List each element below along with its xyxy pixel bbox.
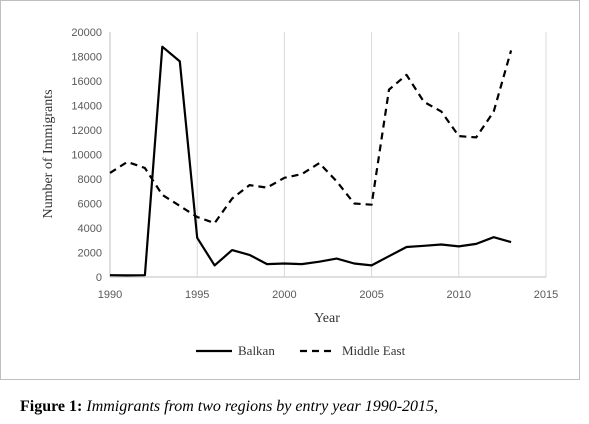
x-tick-label-2005: 2005: [359, 289, 383, 301]
y-tick-label-6000: 6000: [78, 199, 102, 211]
legend: Balkan Middle East: [196, 343, 406, 358]
legend-label-balkan: Balkan: [238, 343, 275, 358]
legend-label-middle-east: Middle East: [342, 343, 406, 358]
x-tick-label-2015: 2015: [534, 289, 558, 301]
y-tick-label-20000: 20000: [71, 27, 102, 39]
x-axis-title: Year: [314, 311, 340, 326]
y-tick-label-4000: 4000: [78, 223, 102, 235]
y-tick-label-18000: 18000: [71, 52, 102, 64]
y-tick-label-2000: 2000: [78, 248, 102, 260]
caption-label: Figure 1:: [20, 398, 83, 415]
x-tick-label-1990: 1990: [98, 289, 122, 301]
series-lines: [109, 45, 513, 277]
caption-suffix: ,: [434, 398, 439, 415]
y-tick-label-12000: 12000: [71, 125, 102, 137]
caption-text: Immigrants from two regions by entry yea…: [86, 398, 435, 415]
tick-labels: 0 2000 4000 6000 8000 10000 12000 14000 16000 180…: [71, 27, 558, 301]
series-line-balkan: [109, 45, 512, 277]
y-tick-label-14000: 14000: [71, 101, 102, 113]
axes: [109, 32, 546, 278]
figure-frame: [0, 0, 580, 380]
y-tick-label-16000: 16000: [71, 76, 102, 88]
series-line-middle-east: [109, 50, 513, 225]
y-tick-label-0: 0: [96, 272, 102, 284]
y-axis-title: Number of Immigrants: [41, 89, 56, 218]
y-tick-label-10000: 10000: [71, 150, 102, 162]
x-tick-label-2000: 2000: [272, 289, 296, 301]
y-tick-label-8000: 8000: [78, 174, 102, 186]
figure-caption: Figure 1: Immigrants from two regions by…: [20, 398, 438, 416]
x-tick-label-2010: 2010: [447, 289, 471, 301]
x-tick-label-1995: 1995: [185, 289, 209, 301]
gridlines: [196, 32, 547, 277]
